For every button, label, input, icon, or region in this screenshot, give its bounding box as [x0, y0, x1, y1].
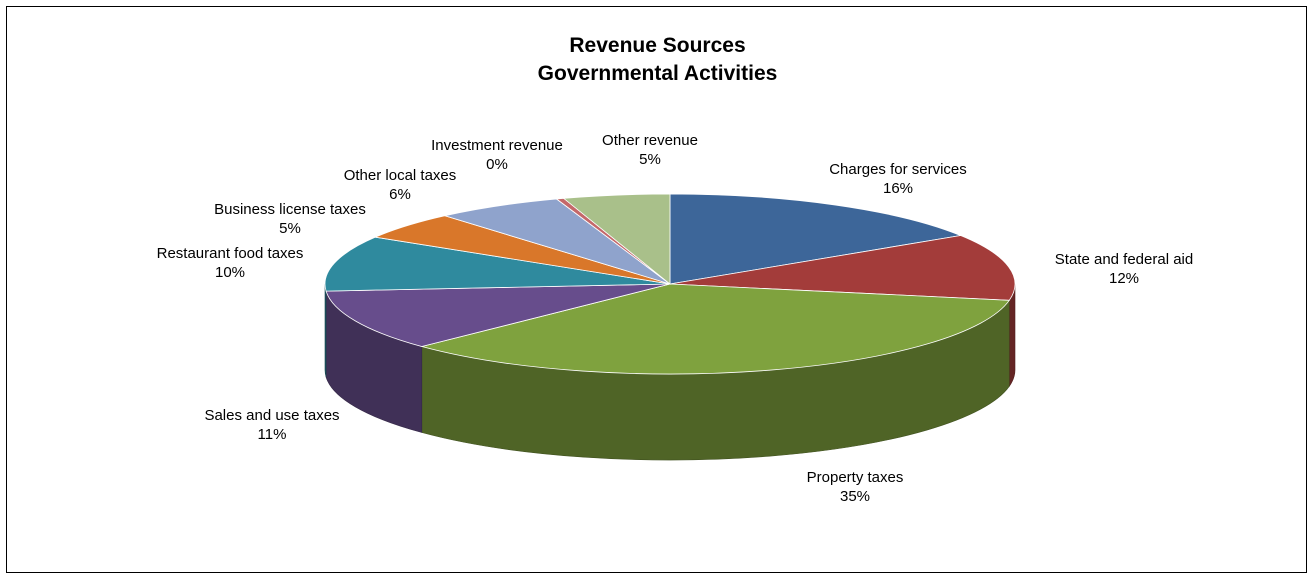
slice-name: Other local taxes [343, 167, 457, 184]
slice-percent: 6% [389, 186, 411, 203]
slice-name: Business license taxes [214, 201, 366, 218]
slice-top-charges-for-services [669, 193, 963, 285]
slice-top-restaurant-food-taxes [324, 236, 671, 292]
slice-label-investment-revenue: Investment revenue 0% [431, 136, 563, 174]
slice-top-other-revenue [562, 193, 671, 285]
slice-name: Property taxes [806, 469, 904, 486]
slice-side-4 [324, 283, 327, 378]
slice-label-other-local-taxes: Other local taxes 6% [344, 166, 457, 204]
slice-label-business-license-taxes: Business license taxes 5% [214, 200, 366, 238]
slice-top-state-and-federal-aid [669, 235, 1016, 301]
slice-percent: 12% [1108, 270, 1140, 287]
slice-percent: 5% [279, 220, 301, 237]
slice-name: Sales and use taxes [204, 407, 340, 424]
slice-label-sales-and-use-taxes: Sales and use taxes 11% [204, 406, 339, 444]
slice-label-other-revenue: Other revenue 5% [602, 131, 698, 169]
slice-percent: 5% [639, 151, 661, 168]
slice-percent: 35% [839, 488, 871, 505]
slice-top-other-local-taxes [443, 198, 671, 285]
slice-percent: 16% [882, 180, 914, 197]
slice-percent: 0% [486, 156, 508, 173]
slice-name: Charges for services [829, 161, 967, 178]
slice-label-restaurant-food-taxes: Restaurant food taxes 10% [157, 244, 304, 282]
slice-top-property-taxes [420, 283, 1011, 375]
chart-title-line-1: Revenue Sources [569, 34, 746, 57]
slice-name: Investment revenue [431, 137, 563, 154]
slice-label-charges-for-services: Charges for services 16% [829, 160, 967, 198]
slice-top-sales-and-use-taxes [325, 283, 671, 347]
slice-name: Restaurant food taxes [156, 245, 304, 262]
slice-percent: 11% [257, 426, 287, 443]
slice-name: Other revenue [602, 132, 698, 149]
slice-label-state-and-federal-aid: State and federal aid 12% [1055, 250, 1193, 288]
chart-title-line-2: Governmental Activities [537, 62, 778, 85]
pie-tops [324, 193, 1016, 375]
slice-name: State and federal aid [1054, 251, 1194, 268]
slice-label-property-taxes: Property taxes 35% [807, 468, 904, 506]
slice-percent: 10% [214, 264, 246, 281]
